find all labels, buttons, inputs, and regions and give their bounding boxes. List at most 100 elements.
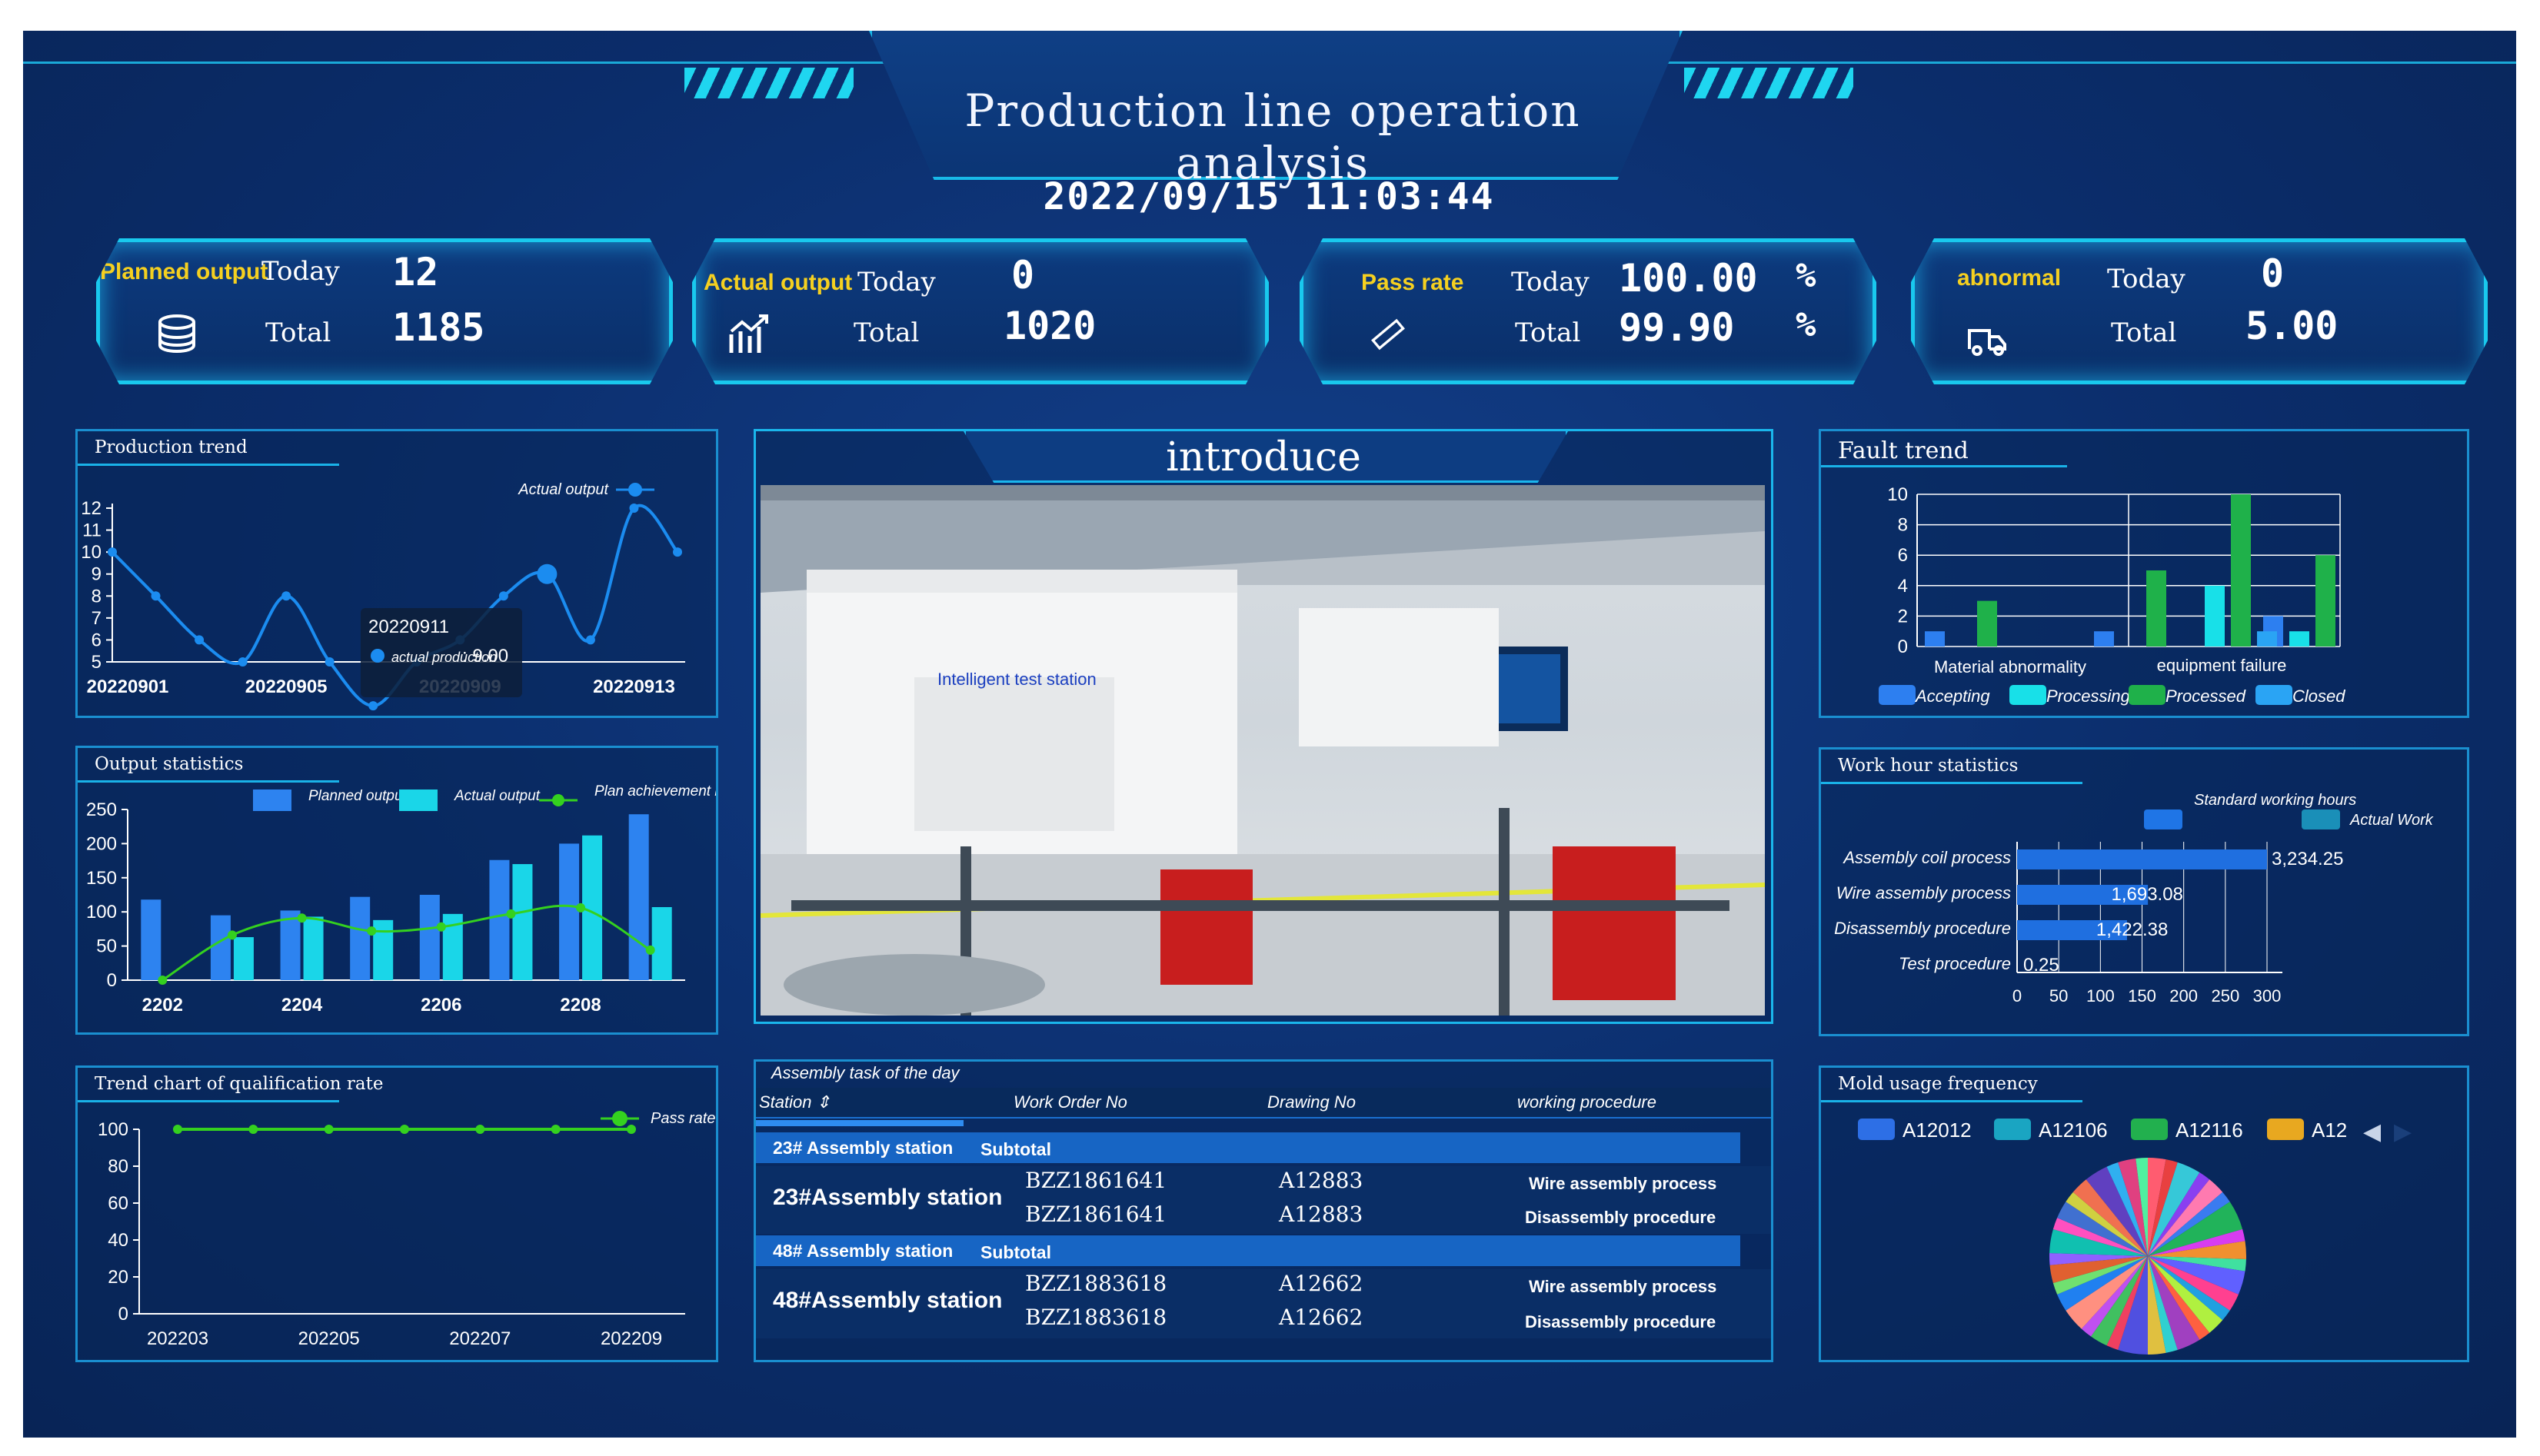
current-datetime: 2022/09/15 11:03:44: [1043, 175, 1495, 218]
legend-label: Actual output: [454, 788, 541, 804]
kpi-today-label: Today: [261, 256, 340, 287]
pie-slice: [2057, 1202, 2148, 1256]
subtotal-row[interactable]: 23# Assembly station Subtotal: [756, 1132, 1740, 1163]
station-cell: 23#Assembly station: [773, 1185, 1003, 1210]
planned-output-bar: [559, 843, 580, 980]
actual-work-bar: [2017, 849, 2267, 869]
y-tick-label: 8: [1898, 515, 1908, 536]
y-tick-label: 7: [92, 608, 102, 629]
data-point: [585, 635, 595, 645]
chart-legend[interactable]: Standard working hours Actual Work: [2144, 792, 2434, 829]
legend-swatch-planned: [253, 789, 291, 811]
legend-next-icon[interactable]: ▶: [2394, 1119, 2412, 1145]
title-underline: [78, 464, 339, 466]
legend-label: Standard working hours: [2194, 792, 2356, 809]
panel-title: Production trend: [95, 437, 248, 457]
rate-point: [297, 913, 307, 923]
production-trend-chart: 5678910111220220901202209052022090920220…: [81, 481, 685, 711]
legend-swatch: [1879, 685, 1916, 705]
kpi-today-value: 100.00: [1619, 256, 1758, 301]
pie-slice: [2057, 1256, 2148, 1311]
actual-output-bar: [512, 864, 533, 980]
pass-rate-point: [248, 1125, 258, 1134]
data-point: [537, 563, 558, 584]
x-tick-label: 202203: [147, 1328, 208, 1349]
chart-legend[interactable]: A12012 A12106 A12116 A12: [1858, 1119, 2347, 1142]
category-label: Assembly coil process: [1842, 848, 2011, 867]
planned-output-bar: [141, 899, 161, 980]
x-tick-label: 0: [2012, 986, 2022, 1006]
panel-title: Fault trend: [1838, 437, 1969, 464]
x-tick-label: 20220913: [593, 676, 675, 697]
station-sign: Intelligent test station: [937, 670, 1097, 689]
pie-slice: [2148, 1256, 2246, 1272]
pie-slice: [2081, 1256, 2148, 1337]
chart-legend[interactable]: Planned output Actual output Plan achiev…: [253, 783, 716, 811]
y-tick-label: 6: [92, 630, 102, 650]
legend-label: Actual Work: [2349, 812, 2434, 829]
truck-icon: [1968, 329, 2006, 356]
legend-label: Plan achievement rate: [594, 783, 716, 799]
order-cell: BZZ1861641: [1025, 1202, 1167, 1227]
legend-label: Processed: [2165, 686, 2246, 706]
kpi-planned-output: Planned output Today 12 Total 1185: [96, 238, 673, 384]
y-tick-label: 5: [92, 652, 102, 673]
actual-output-bar: [373, 919, 394, 980]
pie-slice: [2086, 1166, 2148, 1256]
mold-usage-panel: Mold usage frequency A12012 A12106 A12116 A…: [1819, 1065, 2469, 1362]
subtotal-row[interactable]: 48# Assembly station Subtotal: [756, 1235, 1740, 1266]
page-title: Production line operation analysis: [964, 85, 1581, 189]
panel-title: Assembly task of the day: [771, 1063, 960, 1082]
legend-prev-icon[interactable]: ◀: [2363, 1119, 2381, 1145]
header-stripes-left: [684, 68, 854, 98]
data-point: [498, 591, 508, 601]
category-label: Disassembly procedure: [1834, 919, 2011, 938]
actual-work-bar: [2017, 885, 2149, 905]
y-tick-label: 4: [1898, 576, 1908, 597]
planned-output-bar: [350, 896, 371, 980]
pie-slice: [2136, 1158, 2148, 1256]
tooltip-value: : 9.00: [462, 646, 508, 667]
x-tick-label: equipment failure: [2157, 656, 2287, 675]
pie-slice: [2148, 1256, 2200, 1350]
kpi-total-label: Total: [854, 317, 920, 348]
kpi-total-value: 99.90: [1619, 305, 1735, 350]
legend-swatch: [1994, 1119, 2031, 1140]
planned-output-bar: [280, 910, 301, 980]
y-tick-label: 40: [108, 1230, 128, 1251]
factory-image[interactable]: Intelligent test station: [761, 485, 1765, 1016]
table-row-group[interactable]: 48#Assembly station BZZ1883618 A12662 Wi…: [756, 1269, 1771, 1338]
x-tick-label: 2202: [142, 995, 183, 1016]
kpi-total-value: 1020: [1004, 304, 1097, 348]
column-header-station[interactable]: Station ⇕: [759, 1092, 831, 1112]
kpi-total-label: Total: [1515, 317, 1581, 348]
kpi-pass-rate: Pass rate Today 100.00 % Total 99.90 %: [1300, 238, 1876, 384]
fault-bar: [2094, 631, 2114, 647]
pie-slice: [2066, 1192, 2148, 1256]
kpi-actual-output: Actual output Today 0 Total 1020: [692, 238, 1269, 384]
kpi-today-label: Today: [2107, 264, 2185, 294]
fault-bar: [1925, 631, 1945, 647]
tooltip-date: 20220911: [368, 617, 449, 637]
order-cell: BZZ1883618: [1025, 1271, 1167, 1296]
procedure-cell: Wire assembly process: [1529, 1174, 1717, 1193]
data-point: [151, 591, 161, 601]
introduce-panel: introduce Intelligent test station: [754, 429, 1773, 1024]
y-tick-label: 250: [86, 799, 117, 820]
legend-swatch: [2129, 685, 2165, 705]
chart-legend[interactable]: Actual output: [518, 481, 654, 498]
pass-rate-point: [475, 1125, 485, 1134]
pass-rate-point: [173, 1125, 182, 1134]
kpi-total-unit: %: [1796, 305, 1816, 344]
y-tick-label: 12: [81, 498, 102, 519]
legend-label: Accepting: [1914, 686, 1990, 706]
scroll-indicator[interactable]: [756, 1120, 964, 1126]
table-row-group[interactable]: 23#Assembly station BZZ1861641 A12883 Wi…: [756, 1166, 1771, 1234]
chart-legend[interactable]: Pass rate: [601, 1110, 715, 1127]
pie-slice: [2066, 1256, 2148, 1329]
legend-marker: [628, 483, 642, 497]
panel-title: Mold usage frequency: [1838, 1074, 2038, 1094]
pie-slice: [2148, 1256, 2239, 1311]
x-tick-label: 202209: [601, 1328, 662, 1349]
sort-icon[interactable]: ⇕: [816, 1092, 831, 1112]
